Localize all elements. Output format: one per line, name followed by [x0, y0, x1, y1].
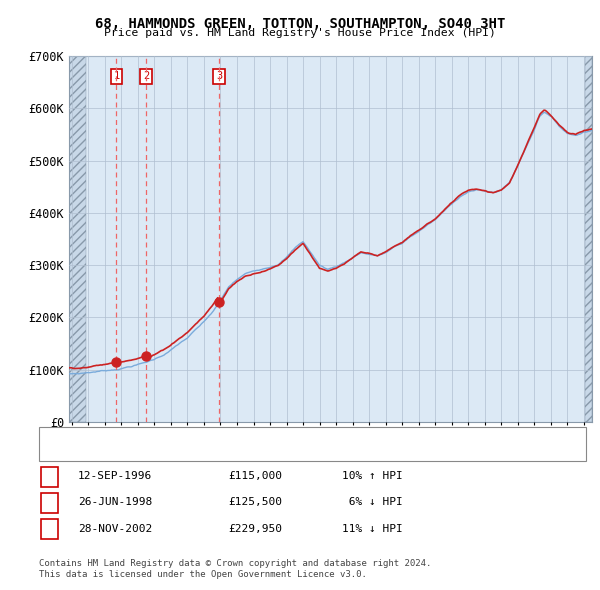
Bar — [585, 56, 592, 422]
Text: 10% ↑ HPI: 10% ↑ HPI — [342, 471, 403, 481]
Text: 6% ↓ HPI: 6% ↓ HPI — [342, 497, 403, 507]
Text: 12-SEP-1996: 12-SEP-1996 — [78, 471, 152, 481]
Text: £115,000: £115,000 — [228, 471, 282, 481]
Text: Contains HM Land Registry data © Crown copyright and database right 2024.: Contains HM Land Registry data © Crown c… — [39, 559, 431, 568]
Text: 3: 3 — [46, 524, 53, 533]
Text: Price paid vs. HM Land Registry's House Price Index (HPI): Price paid vs. HM Land Registry's House … — [104, 28, 496, 38]
Text: £229,950: £229,950 — [228, 524, 282, 533]
Text: This data is licensed under the Open Government Licence v3.0.: This data is licensed under the Open Gov… — [39, 570, 367, 579]
Text: 3: 3 — [216, 71, 222, 81]
Text: 68, HAMMONDS GREEN, TOTTON, SOUTHAMPTON, SO40 3HT (detached house): 68, HAMMONDS GREEN, TOTTON, SOUTHAMPTON,… — [78, 432, 491, 442]
Text: 2: 2 — [143, 71, 149, 81]
Text: £125,500: £125,500 — [228, 497, 282, 507]
Text: 1: 1 — [113, 71, 119, 81]
Text: HPI: Average price, detached house, New Forest: HPI: Average price, detached house, New … — [78, 449, 365, 459]
Text: 11% ↓ HPI: 11% ↓ HPI — [342, 524, 403, 533]
Text: 28-NOV-2002: 28-NOV-2002 — [78, 524, 152, 533]
Text: 68, HAMMONDS GREEN, TOTTON, SOUTHAMPTON, SO40 3HT: 68, HAMMONDS GREEN, TOTTON, SOUTHAMPTON,… — [95, 17, 505, 31]
Text: 1: 1 — [46, 471, 53, 481]
Text: 26-JUN-1998: 26-JUN-1998 — [78, 497, 152, 507]
Bar — [69, 56, 86, 422]
Text: 2: 2 — [46, 497, 53, 507]
